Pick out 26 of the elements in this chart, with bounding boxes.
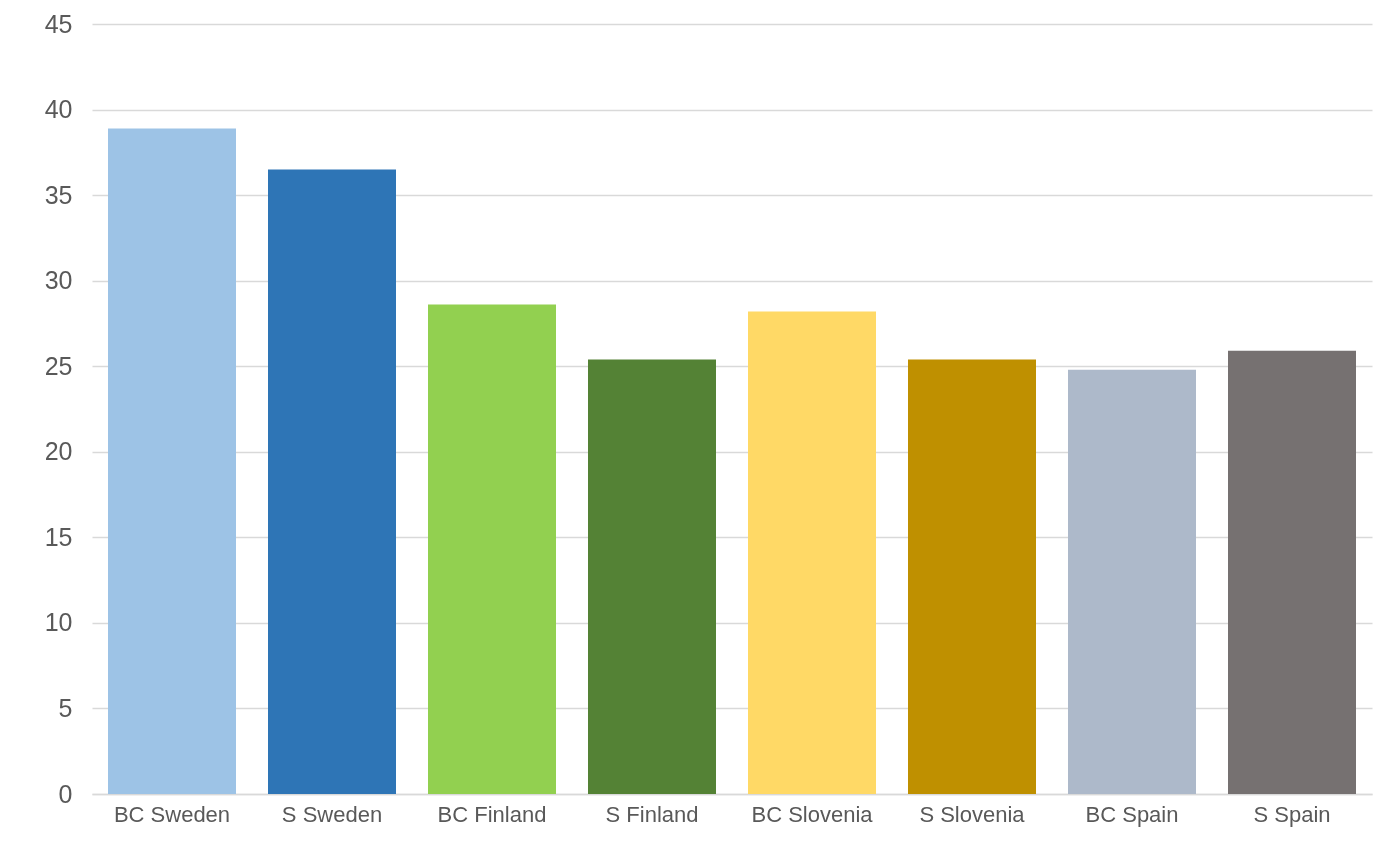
y-tick-label: 10	[44, 608, 73, 637]
y-tick-label: 45	[44, 9, 73, 38]
x-tick-label: S Sweden	[281, 801, 383, 827]
y-tick-label: 15	[44, 522, 73, 551]
bar	[588, 359, 716, 794]
x-tick-label: BC Sweden	[113, 801, 231, 827]
bar	[908, 359, 1036, 794]
y-tick-label: 5	[58, 693, 73, 722]
bar	[1228, 350, 1356, 794]
x-tick-label: BC Spain	[1085, 801, 1179, 827]
x-tick-label: S Slovenia	[919, 801, 1026, 827]
x-tick-label: BC Slovenia	[751, 801, 874, 827]
y-tick-label: 30	[44, 266, 73, 295]
x-tick-label: BC Finland	[437, 801, 547, 827]
y-tick-label: 35	[44, 180, 73, 209]
bar	[108, 128, 236, 794]
y-tick-label: 40	[44, 95, 73, 124]
y-tick-label: 25	[44, 351, 73, 380]
bar	[1068, 369, 1196, 794]
x-tick-label: S Spain	[1253, 801, 1331, 827]
y-tick-label: 0	[58, 779, 73, 808]
bar	[428, 304, 556, 794]
y-tick-label: 20	[44, 437, 73, 466]
x-tick-label: S Finland	[605, 801, 699, 827]
bar	[748, 311, 876, 794]
bar	[268, 169, 396, 794]
